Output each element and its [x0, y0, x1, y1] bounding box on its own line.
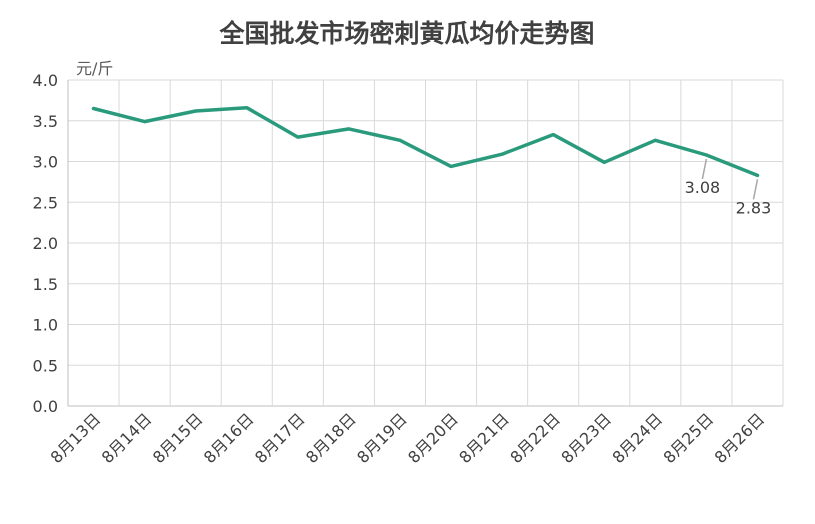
y-tick-label: 4.0 [33, 71, 58, 90]
series-line [91, 105, 760, 178]
y-tick-label: 1.0 [33, 316, 58, 335]
data-point [296, 135, 300, 139]
data-point [500, 152, 504, 156]
y-tick-label: 0.0 [33, 397, 58, 416]
data-point [653, 138, 657, 142]
data-labels: 3.08 2.83 [685, 158, 772, 217]
x-tick-label: 8月21日 [455, 409, 513, 467]
x-tick-label: 8月24日 [608, 409, 666, 467]
data-point [755, 173, 759, 177]
leader-line [701, 158, 708, 180]
x-tick-label: 8月15日 [149, 409, 207, 467]
y-tick-label: 3.0 [33, 153, 58, 172]
y-tick-label: 0.5 [33, 356, 58, 375]
gridlines [67, 79, 784, 407]
data-point [704, 153, 708, 157]
series-layer [91, 105, 760, 178]
y-tick-label: 2.0 [33, 234, 58, 253]
y-axis-unit-label: 元/斤 [76, 59, 113, 78]
x-tick-label: 8月19日 [353, 409, 411, 467]
data-point [347, 127, 351, 131]
chart-title: 全国批发市场密刺黄瓜均价走势图 [218, 19, 594, 48]
data-point [245, 106, 249, 110]
x-tick-label: 8月25日 [660, 409, 718, 467]
x-axis-ticks: 8月13日8月14日8月15日8月16日8月17日8月18日8月19日8月20日… [47, 409, 769, 467]
y-axis-ticks: 0.0 0.5 1.0 1.5 2.0 2.5 3.0 3.5 4.0 [33, 71, 58, 416]
data-label: 2.83 [736, 198, 772, 217]
x-tick-label: 8月17日 [251, 409, 309, 467]
x-tick-label: 8月16日 [200, 409, 258, 467]
data-label: 3.08 [685, 178, 721, 197]
x-tick-label: 8月18日 [302, 409, 360, 467]
y-tick-label: 2.5 [33, 193, 58, 212]
data-point [449, 164, 453, 168]
data-point [551, 133, 555, 137]
data-point [92, 107, 96, 111]
data-point [143, 120, 147, 124]
x-tick-label: 8月13日 [47, 409, 105, 467]
leader-line [752, 179, 759, 200]
x-tick-label: 8月26日 [711, 409, 769, 467]
x-tick-label: 8月20日 [404, 409, 462, 467]
y-tick-label: 3.5 [33, 112, 58, 131]
x-tick-label: 8月23日 [557, 409, 615, 467]
y-tick-label: 1.5 [33, 275, 58, 294]
data-point [398, 138, 402, 142]
data-point [602, 160, 606, 164]
x-tick-label: 8月14日 [98, 409, 156, 467]
data-point [194, 109, 198, 113]
x-tick-label: 8月22日 [506, 409, 564, 467]
